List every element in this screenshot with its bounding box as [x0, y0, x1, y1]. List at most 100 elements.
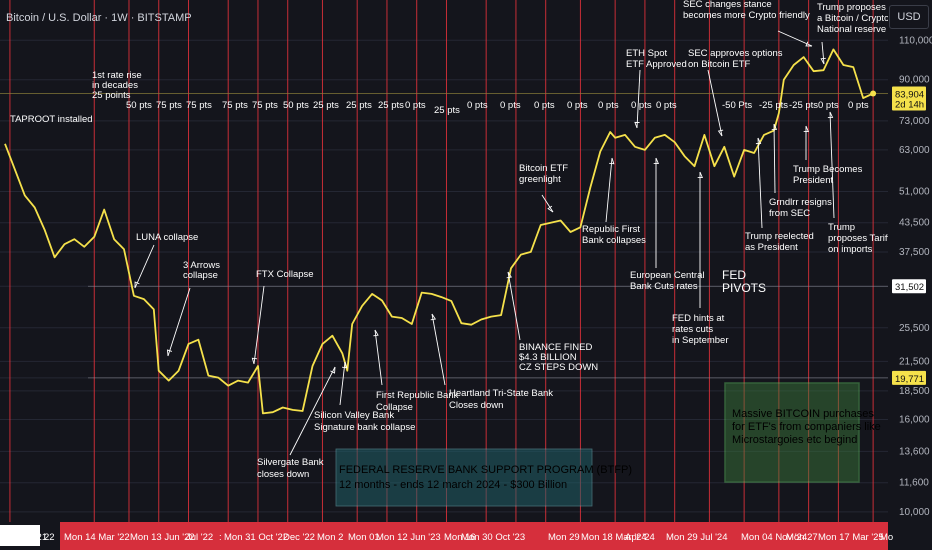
price-line-group	[4, 48, 877, 415]
rate-label: 0 pts	[467, 100, 488, 111]
republic-first-arrow	[605, 157, 613, 223]
luna-label: LUNA collapse	[136, 232, 198, 243]
heartland-arrow	[431, 313, 446, 386]
price-tick: 16,000	[899, 414, 930, 425]
date-label: Mon 12 Jun '23	[376, 532, 441, 543]
sec-stance-line: SEC changes stance	[683, 0, 772, 10]
heartland-line: Heartland Tri-State Bank	[449, 388, 553, 399]
date-label: Mon 30 Oct '23	[461, 532, 525, 543]
trump-reelected-arrow	[757, 137, 763, 229]
trump-tariffs-arrowhead	[827, 111, 834, 119]
rate-label: 25 pts	[313, 100, 339, 111]
price-badge	[892, 86, 926, 111]
btfp-text-line: 12 months - ends 12 march 2024 - $300 Bi…	[339, 479, 567, 491]
date-label: Mon 14 Mar '22	[64, 532, 130, 543]
gensler-line: Grndlrr resigns	[769, 197, 832, 208]
price-tick: 21,500	[899, 356, 930, 367]
trump-tariffs-arrow	[829, 111, 835, 219]
binance-line: $4.3 BILLION	[519, 352, 577, 363]
rate-label: 75 pts	[222, 100, 248, 111]
rate-label: 25 pts	[346, 100, 372, 111]
svb-arrow	[339, 361, 346, 406]
trump-president-arrowhead	[803, 125, 810, 132]
date-label: Mon 29	[548, 532, 580, 543]
etf-purchases-text-line: for ETF's from companiers like	[732, 421, 881, 433]
edge-date-badge	[0, 525, 40, 546]
date-label: Mon 31 Oct '22	[224, 532, 288, 543]
price-tick: 110,000	[899, 35, 932, 46]
ftx-label: FTX Collapse	[256, 269, 314, 280]
silvergate-line: Silvergate Bank	[257, 457, 324, 468]
silvergate-arrowhead	[330, 366, 336, 374]
date-label: Jul '22	[186, 532, 213, 543]
date-label: Mon 01	[348, 532, 380, 543]
fed-pivots-line: FED	[722, 268, 746, 282]
date-label: Mon 04 Nov '24	[741, 532, 807, 543]
sec-options-line: on Bitcoin ETF	[688, 59, 750, 70]
republic-first-line: Bank collapses	[582, 235, 646, 246]
etf-purchases-text-line: Massive BITCOIN purchases	[732, 408, 874, 420]
price-tick: 13,600	[899, 446, 930, 457]
price-badge-value: 19,771	[895, 374, 924, 385]
luna-arrow	[134, 244, 155, 289]
sec-options-line: SEC approves options	[688, 48, 783, 59]
ecb-line: European Central	[630, 270, 704, 281]
fed-pivots-line: PIVOTS	[722, 281, 766, 295]
price-tick: 18,500	[899, 386, 930, 397]
luna-arrowhead	[134, 281, 140, 289]
trump-reserve-arrowhead	[820, 57, 826, 65]
horizontal-levels	[0, 93, 888, 379]
rate-label: 75 pts	[186, 100, 212, 111]
edge-date-stub: 22	[44, 532, 55, 543]
fed-hints-line: FED hints at	[672, 313, 725, 324]
rate-label: 0 pts	[818, 100, 839, 111]
fed-hints-line: in September	[672, 335, 729, 346]
trump-reserve-arrow	[821, 41, 825, 65]
price-badge-sub: 2d 14h	[895, 100, 924, 111]
rate-label: 75 pts	[156, 100, 182, 111]
trump-reelected-arrowhead	[755, 137, 762, 145]
svb-line: Signature bank collapse	[314, 422, 415, 433]
first-rate-rise-line: in decades	[92, 80, 138, 91]
date-label: Mon 16	[444, 532, 476, 543]
price-tick: 25,500	[899, 323, 930, 334]
binance-arrowhead	[506, 271, 513, 279]
btfp-box	[335, 448, 593, 507]
svb-line: Silicon Valley Bank	[314, 410, 394, 421]
etf-greenlight-line: Bitcoin ETF	[519, 163, 568, 174]
edge-date-label: 15 Nov '21	[2, 532, 47, 543]
first-rate-rise-line: 25 points	[92, 90, 131, 101]
rate-label: 50 pts	[283, 100, 309, 111]
price-tick: 90,000	[899, 75, 930, 86]
date-label: Mon 18 Mar '24	[581, 532, 647, 543]
rate-label: 0 pts	[656, 100, 677, 111]
heartland-line: Closes down	[449, 400, 503, 411]
binance-arrow	[507, 271, 521, 341]
rate-label: 25 pts	[378, 100, 404, 111]
sec-options-arrowhead	[717, 129, 724, 137]
price-axis: 110,000 90,000 73,000 63,000 51,000 43,500 37,…	[888, 0, 932, 550]
sec-stance-arrow	[777, 30, 813, 47]
currency-button[interactable]: USD	[889, 5, 929, 29]
binance-line: BINANCE FINED	[519, 342, 593, 353]
eth-spot-line: ETH Spot	[626, 48, 668, 59]
date-label: :	[219, 532, 222, 543]
ftx-arrowhead	[251, 357, 258, 365]
republic-first-line: Republic First	[582, 224, 640, 235]
first-republic-arrowhead	[373, 329, 379, 337]
first-republic-arrow	[374, 329, 383, 386]
date-label: Mo	[880, 532, 893, 543]
three-arrows-line: 3 Arrows	[183, 260, 220, 271]
price-badge	[892, 279, 926, 294]
eth-spot-arrowhead	[634, 121, 640, 129]
etf-greenlight-arrow	[541, 194, 554, 213]
rate-label: 0 pts	[500, 100, 521, 111]
rate-label: 0 pts	[631, 100, 652, 111]
three-arrows-arrow	[167, 287, 191, 357]
svb-arrowhead	[341, 361, 348, 369]
price-tick: 10,000	[899, 507, 930, 518]
ftx-arrow	[253, 285, 265, 365]
first-republic-line: Collapse	[376, 402, 413, 413]
three-arrows-line: collapse	[183, 270, 218, 281]
